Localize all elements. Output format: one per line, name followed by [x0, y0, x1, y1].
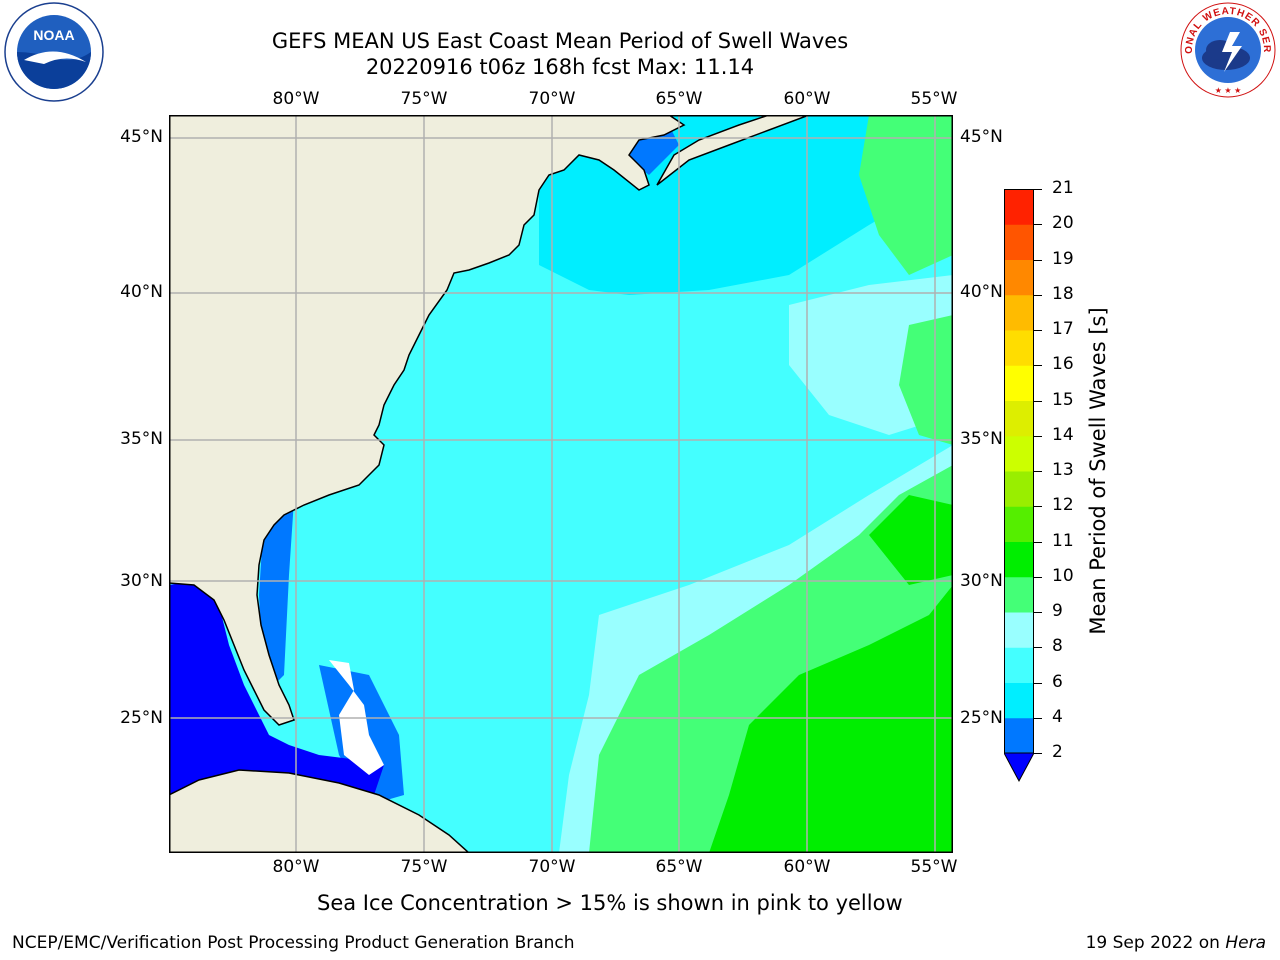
map-frame: [169, 115, 953, 853]
lon-label-bottom: 70°W: [528, 857, 576, 877]
colorbar-tick-label: 16: [1052, 354, 1074, 375]
colorbar-tick-label: 10: [1052, 565, 1074, 586]
svg-text:★ ★ ★: ★ ★ ★: [1215, 86, 1242, 95]
colorbar-tick-label: 17: [1052, 319, 1074, 339]
colorbar-swatch: [1004, 224, 1034, 260]
lon-label-bottom: 80°W: [272, 857, 320, 877]
lon-label-top: 60°W: [783, 89, 831, 109]
colorbar-swatch: [1004, 365, 1034, 401]
colorbar-tick-label: 18: [1052, 283, 1074, 304]
colorbar-tick-mark: [1034, 717, 1042, 719]
lat-label-right: 25°N: [960, 708, 1003, 728]
colorbar-under-triangle: [1004, 752, 1034, 783]
lat-label-left: 45°N: [120, 127, 163, 147]
colorbar-swatch: [1004, 471, 1034, 507]
noaa-logo-text: NOAA: [33, 27, 74, 43]
lon-label-top: 70°W: [528, 89, 576, 109]
colorbar-swatch: [1004, 189, 1034, 225]
chart-title: GEFS MEAN US East Coast Mean Period of S…: [271, 29, 849, 53]
lon-label-top: 75°W: [400, 89, 448, 109]
colorbar-tick-mark: [1034, 294, 1042, 296]
colorbar-tick-mark: [1034, 365, 1042, 367]
gulf-low-zone: [169, 580, 384, 807]
colorbar-tick-label: 2: [1052, 742, 1063, 762]
nws-logo: NATIONAL WEATHER SERVICE ★ ★ ★: [1178, 0, 1276, 98]
colorbar: [1004, 189, 1034, 783]
lon-label-bottom: 65°W: [655, 857, 703, 877]
chart-subtitle: 20220916 t06z 168h fcst Max: 11.14: [365, 55, 755, 79]
colorbar-tick-mark: [1034, 682, 1042, 684]
colorbar-swatch: [1004, 647, 1034, 683]
colorbar-tick-mark: [1034, 259, 1042, 261]
land-nova-scotia: [656, 115, 810, 186]
colorbar-tick-label: 21: [1052, 178, 1074, 198]
noaa-logo: NOAA: [4, 2, 104, 102]
colorbar-tick-label: 9: [1052, 601, 1063, 621]
lon-label-top: 80°W: [272, 89, 320, 109]
colorbar-tick-mark: [1034, 612, 1042, 613]
footer-date-text: 19 Sep 2022 on: [1085, 933, 1226, 953]
colorbar-swatch: [1004, 576, 1034, 613]
lon-label-top: 65°W: [655, 89, 703, 109]
footer-host: Hera: [1225, 933, 1266, 953]
lon-label-bottom: 75°W: [400, 857, 448, 877]
lat-label-right: 35°N: [960, 429, 1003, 449]
colorbar-tick-label: 20: [1052, 213, 1074, 234]
colorbar-tick-mark: [1034, 506, 1042, 508]
colorbar-tick-mark: [1034, 576, 1042, 578]
colorbar-swatch: [1004, 294, 1034, 331]
colorbar-swatch: [1004, 400, 1034, 437]
lon-label-top: 55°W: [910, 89, 958, 109]
lat-label-left: 40°N: [120, 282, 163, 302]
colorbar-tick-label: 12: [1052, 495, 1074, 516]
colorbar-tick-label: 8: [1052, 636, 1063, 657]
lat-label-right: 30°N: [960, 571, 1003, 591]
zone-4-6-coast: [259, 500, 294, 695]
zone-10-11-b: [869, 495, 953, 585]
lat-label-left: 30°N: [120, 571, 163, 591]
zone-10-11: [709, 585, 953, 853]
lon-label-bottom: 55°W: [910, 857, 958, 877]
colorbar-tick-mark: [1034, 435, 1042, 437]
colorbar-tick-mark: [1034, 189, 1042, 190]
footer-date: 19 Sep 2022 on Hera: [1086, 933, 1266, 953]
colorbar-tick-mark: [1034, 471, 1042, 472]
colorbar-title: Mean Period of Swell Waves [s]: [1086, 307, 1110, 635]
lat-label-right: 45°N: [960, 127, 1003, 147]
colorbar-tick-label: 15: [1052, 389, 1074, 410]
colorbar-tick-label: 4: [1052, 706, 1063, 727]
colorbar-swatch: [1004, 717, 1034, 754]
colorbar-swatch: [1004, 682, 1034, 719]
colorbar-tick-label: 13: [1052, 460, 1074, 480]
zone-9-10-ne: [859, 115, 953, 275]
colorbar-tick-mark: [1034, 753, 1042, 754]
colorbar-swatch: [1004, 612, 1034, 648]
colorbar-swatch: [1004, 506, 1034, 542]
colorbar-tick-label: 11: [1052, 530, 1074, 551]
colorbar-tick-label: 6: [1052, 671, 1063, 692]
zone-9-10-e: [899, 315, 953, 445]
colorbar-tick-mark: [1034, 541, 1042, 543]
footer-branch: NCEP/EMC/Verification Post Processing Pr…: [12, 933, 575, 953]
lat-label-left: 25°N: [120, 708, 163, 728]
lat-label-right: 40°N: [960, 282, 1003, 302]
colorbar-tick-mark: [1034, 224, 1042, 226]
lat-label-left: 35°N: [120, 429, 163, 449]
land-cuba: [169, 769, 471, 853]
colorbar-tick-mark: [1034, 400, 1042, 402]
colorbar-swatch: [1004, 259, 1034, 296]
colorbar-tick-label: 14: [1052, 424, 1074, 445]
sea-ice-note: Sea Ice Concentration > 15% is shown in …: [317, 891, 903, 915]
lon-label-bottom: 60°W: [783, 857, 831, 877]
colorbar-swatch: [1004, 541, 1034, 578]
colorbar-tick-label: 19: [1052, 248, 1074, 269]
colorbar-swatch: [1004, 330, 1034, 366]
colorbar-tick-mark: [1034, 330, 1042, 331]
colorbar-swatch: [1004, 435, 1034, 472]
colorbar-tick-mark: [1034, 647, 1042, 649]
swell-period-map: [169, 115, 953, 853]
graticule: [169, 115, 953, 853]
land-north-america: [169, 115, 686, 726]
